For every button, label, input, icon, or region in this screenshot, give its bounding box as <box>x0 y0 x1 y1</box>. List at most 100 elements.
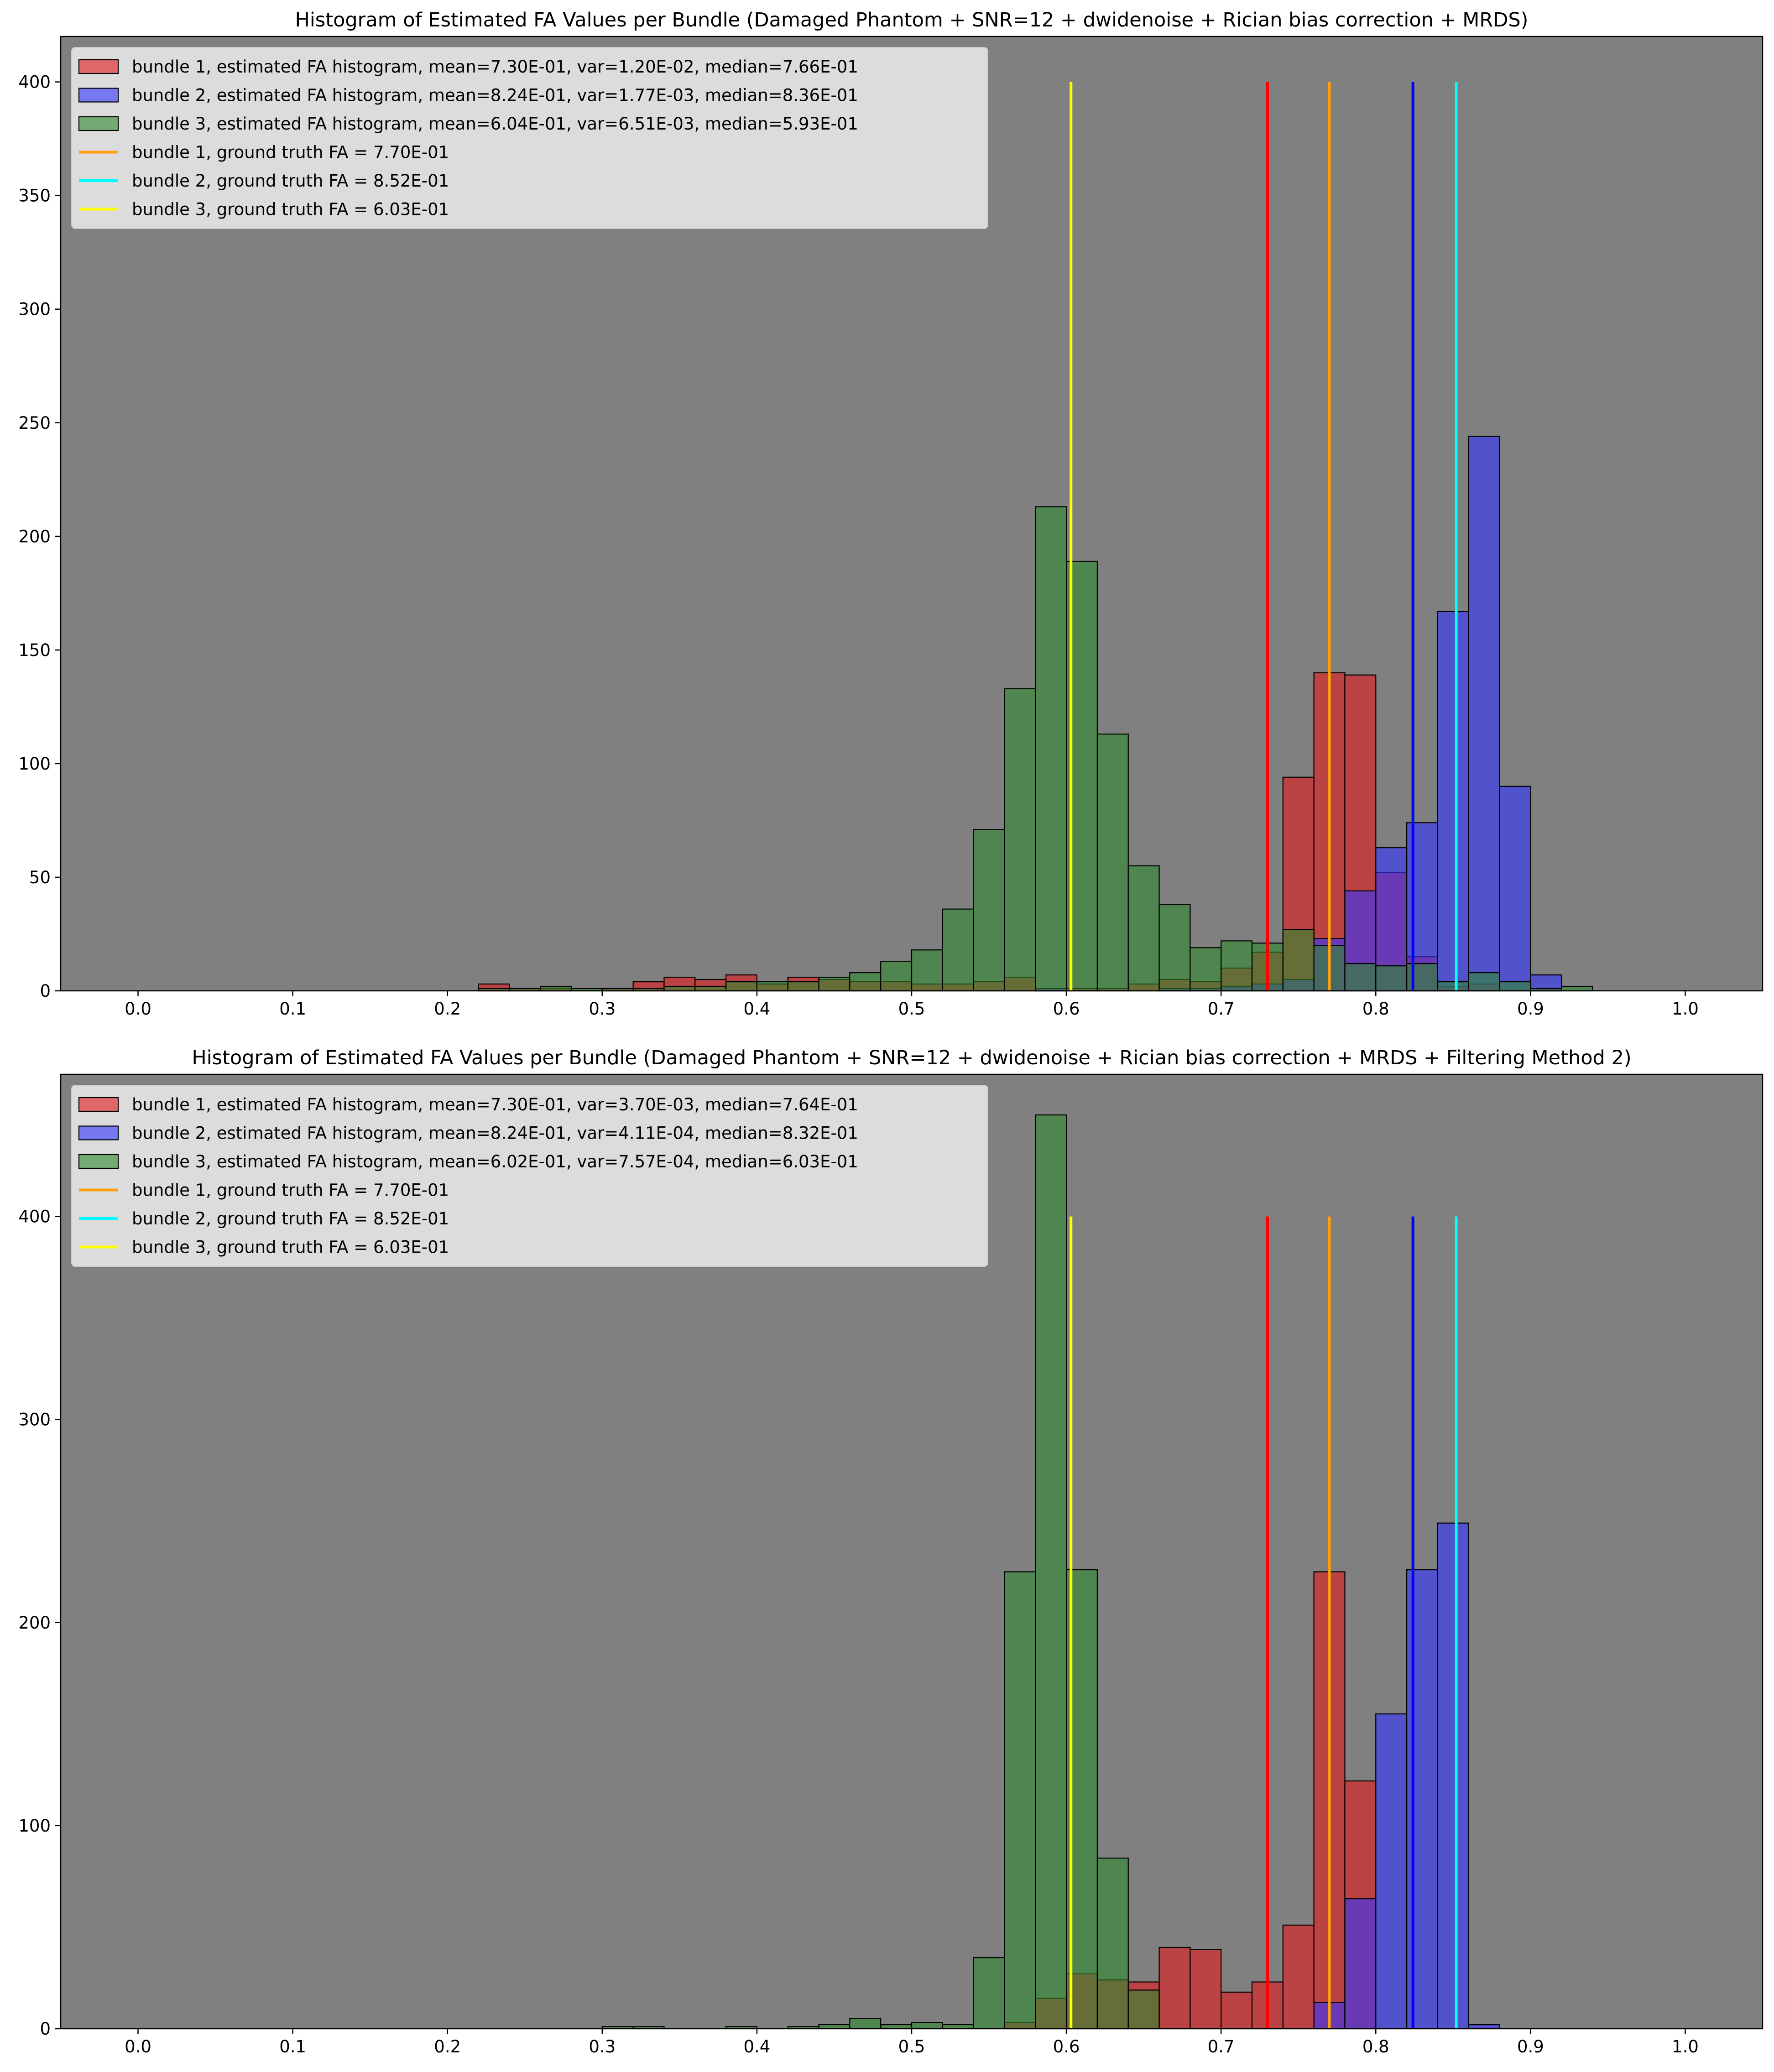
y-tick-label: 150 <box>18 640 51 660</box>
x-tick-label: 0.9 <box>1517 2037 1544 2056</box>
bar-bundle-1 <box>1221 1991 1253 2030</box>
x-tick-label: 0.4 <box>743 999 770 1019</box>
x-tick-label: 0.7 <box>1208 999 1235 1019</box>
legend-entry: bundle 3, ground truth FA = 6.03E-01 <box>132 200 449 219</box>
bar-bundle-3 <box>880 2024 913 2030</box>
legend-box <box>71 1085 988 1267</box>
y-tick-label: 100 <box>18 1816 51 1836</box>
legend-swatch-patch <box>78 1154 119 1169</box>
bar-bundle-2 <box>1437 611 1469 992</box>
legend-swatch-patch <box>78 88 119 103</box>
legend-entry: bundle 2, estimated FA histogram, mean=8… <box>132 1124 858 1143</box>
bar-bundle-3 <box>818 977 850 992</box>
bar-bundle-2 <box>1437 1522 1469 2030</box>
x-tick-label: 0.0 <box>125 2037 151 2056</box>
legend-swatch-patch <box>78 59 119 74</box>
bar-bundle-2 <box>1344 1898 1377 2030</box>
y-tick-label: 400 <box>18 1207 51 1227</box>
bar-bundle-3 <box>942 908 974 992</box>
legend-swatch-patch <box>78 1125 119 1140</box>
bar-bundle-3 <box>880 961 913 992</box>
x-tick-label: 0.6 <box>1053 999 1080 1019</box>
bar-bundle-2 <box>1468 2024 1500 2030</box>
x-tick-label: 0.5 <box>898 999 925 1019</box>
y-tick-label: 300 <box>18 1410 51 1430</box>
y-tick-label: 0 <box>40 2019 51 2039</box>
legend-entry: bundle 1, estimated FA histogram, mean=7… <box>132 57 858 77</box>
legend-entry: bundle 3, ground truth FA = 6.03E-01 <box>132 1238 449 1257</box>
bar-bundle-3 <box>787 981 819 992</box>
bar-bundle-3 <box>1127 1989 1160 2030</box>
bar-bundle-3 <box>818 2024 850 2030</box>
bar-bundle-3 <box>973 1957 1005 2030</box>
bar-bundle-1 <box>1190 1949 1222 2030</box>
x-tick-label: 0.8 <box>1362 2037 1389 2056</box>
bar-bundle-3 <box>973 829 1005 992</box>
bar-bundle-3 <box>1282 929 1315 992</box>
y-tick-label: 350 <box>18 186 51 206</box>
bar-bundle-3 <box>540 985 572 992</box>
x-tick-label: 0.1 <box>279 2037 306 2056</box>
legend-entry: bundle 2, ground truth FA = 8.52E-01 <box>132 171 449 191</box>
x-tick-label: 0.1 <box>279 999 306 1019</box>
bar-bundle-1 <box>1158 1947 1191 2030</box>
bar-bundle-3 <box>911 949 943 992</box>
bar-bundle-3 <box>694 985 727 992</box>
bar-bundle-3 <box>1127 865 1160 992</box>
bar-bundle-3 <box>849 972 882 992</box>
bar-bundle-3 <box>1096 734 1129 992</box>
histogram-chart-bottom: Histogram of Estimated FA Values per Bun… <box>18 1046 1764 2056</box>
histogram-chart-top: Histogram of Estimated FA Values per Bun… <box>18 9 1764 1019</box>
bar-bundle-3 <box>1004 688 1036 992</box>
bar-bundle-2 <box>1406 1569 1439 2030</box>
x-tick-label: 0.7 <box>1208 2037 1235 2056</box>
bar-bundle-3 <box>849 2018 882 2030</box>
x-tick-label: 0.4 <box>743 2037 770 2056</box>
legend-box <box>71 47 988 229</box>
bar-bundle-3 <box>1499 981 1531 992</box>
legend-swatch-patch <box>78 1097 119 1112</box>
bar-bundle-3 <box>663 985 696 992</box>
bar-bundle-3 <box>725 981 758 992</box>
x-tick-label: 0.5 <box>898 2037 925 2056</box>
x-tick-label: 0.3 <box>589 2037 616 2056</box>
y-tick-label: 200 <box>18 527 51 547</box>
x-tick-label: 0.6 <box>1053 2037 1080 2056</box>
x-tick-label: 0.0 <box>125 999 151 1019</box>
y-tick-label: 300 <box>18 300 51 319</box>
y-tick-label: 50 <box>29 868 51 887</box>
bar-bundle-3 <box>1437 981 1469 992</box>
bar-bundle-3 <box>1158 904 1191 992</box>
legend-entry: bundle 1, ground truth FA = 7.70E-01 <box>132 143 449 162</box>
legend-swatch-patch <box>78 116 119 131</box>
legend-entry: bundle 3, estimated FA histogram, mean=6… <box>132 114 858 134</box>
bar-bundle-3 <box>756 981 788 992</box>
bar-bundle-3 <box>1375 965 1408 992</box>
legend-entry: bundle 1, estimated FA histogram, mean=7… <box>132 1095 858 1114</box>
y-tick-label: 250 <box>18 413 51 433</box>
x-tick-label: 0.2 <box>434 2037 461 2056</box>
bar-bundle-3 <box>1035 1114 1067 2030</box>
legend-entry: bundle 2, ground truth FA = 8.52E-01 <box>132 1209 449 1229</box>
y-tick-label: 100 <box>18 754 51 774</box>
bar-bundle-3 <box>1096 1858 1129 2030</box>
chart-title: Histogram of Estimated FA Values per Bun… <box>295 9 1529 31</box>
x-tick-label: 0.9 <box>1517 999 1544 1019</box>
bar-bundle-3 <box>1561 985 1593 992</box>
bar-bundle-3 <box>1344 963 1377 992</box>
bar-bundle-3 <box>911 2022 943 2030</box>
x-tick-label: 0.2 <box>434 999 461 1019</box>
legend: bundle 1, estimated FA histogram, mean=7… <box>71 1085 988 1267</box>
bar-bundle-3 <box>1406 963 1439 992</box>
y-tick-label: 200 <box>18 1613 51 1633</box>
bar-bundle-3 <box>1190 947 1222 992</box>
x-tick-label: 1.0 <box>1672 2037 1699 2056</box>
y-tick-label: 0 <box>40 981 51 1001</box>
bar-bundle-2 <box>1468 436 1500 992</box>
x-tick-label: 0.3 <box>589 999 616 1019</box>
bar-bundle-3 <box>1035 506 1067 992</box>
bar-bundle-2 <box>1375 1713 1408 2030</box>
bar-bundle-1 <box>1282 1924 1315 2030</box>
bar-bundle-3 <box>1221 940 1253 992</box>
